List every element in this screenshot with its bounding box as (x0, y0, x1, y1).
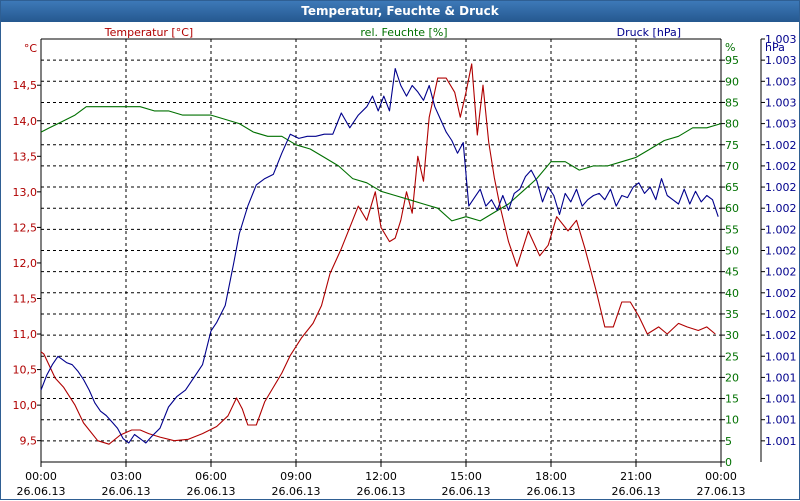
pressure-tick-label: 1.002 (765, 160, 797, 173)
x-tick-time: 06:00 (195, 470, 227, 483)
pressure-axis-unit: hPa (765, 41, 785, 54)
humidity-tick-label: 40 (725, 287, 739, 300)
pressure-tick-label: 1.002 (765, 287, 797, 300)
temperature-tick-label: 13,5 (13, 150, 38, 163)
pressure-tick-label: 1.001 (765, 371, 797, 384)
temperature-tick-label: 11,0 (13, 328, 38, 341)
temperature-tick-label: 11,5 (13, 292, 38, 305)
pressure-tick-label: 1.001 (765, 393, 797, 406)
humidity-tick-label: 15 (725, 393, 739, 406)
humidity-tick-label: 85 (725, 96, 739, 109)
x-tick-date: 26.06.13 (527, 485, 576, 498)
humidity-tick-label: 95 (725, 54, 739, 67)
temperature-tick-label: 10,5 (13, 364, 38, 377)
pressure-tick-label: 1.003 (765, 118, 797, 131)
humidity-tick-label: 0 (725, 456, 732, 469)
x-tick-date: 27.06.13 (697, 485, 746, 498)
humidity-series-line (40, 106, 722, 222)
pressure-tick-label: 1.002 (765, 202, 797, 215)
humidity-tick-label: 45 (725, 266, 739, 279)
pressure-tick-label: 1.002 (765, 308, 797, 321)
pressure-tick-label: 1.002 (765, 181, 797, 194)
x-tick-date: 26.06.13 (357, 485, 406, 498)
x-tick-time: 18:00 (535, 470, 567, 483)
x-tick-time: 15:00 (450, 470, 482, 483)
humidity-tick-label: 5 (725, 435, 732, 448)
x-tick-time: 00:00 (25, 470, 57, 483)
x-tick-time: 12:00 (365, 470, 397, 483)
humidity-tick-label: 25 (725, 350, 739, 363)
pressure-tick-label: 1.002 (765, 223, 797, 236)
x-tick-date: 26.06.13 (612, 485, 661, 498)
humidity-tick-label: 20 (725, 371, 739, 384)
temperature-tick-label: 9,5 (20, 435, 38, 448)
humidity-tick-label: 65 (725, 181, 739, 194)
x-tick-date: 26.06.13 (272, 485, 321, 498)
pressure-tick-label: 1.002 (765, 329, 797, 342)
temperature-tick-label: 14,5 (13, 79, 38, 92)
humidity-tick-label: 90 (725, 75, 739, 88)
humidity-tick-label: 30 (725, 329, 739, 342)
temperature-axis-label: Temperatur [°C] (104, 26, 193, 39)
temperature-series-line (40, 63, 716, 445)
humidity-tick-label: 10 (725, 414, 739, 427)
pressure-tick-label: 1.002 (765, 266, 797, 279)
pressure-tick-label: 1.001 (765, 350, 797, 363)
temperature-tick-label: 14,0 (13, 115, 38, 128)
pressure-tick-label: 1.002 (765, 139, 797, 152)
humidity-tick-label: 55 (725, 223, 739, 236)
pressure-tick-label: 1.003 (765, 75, 797, 88)
x-tick-date: 26.06.13 (187, 485, 236, 498)
humidity-tick-label: 50 (725, 245, 739, 258)
temperature-tick-label: 12,0 (13, 257, 38, 270)
temperature-axis-unit: °C (24, 42, 38, 55)
x-tick-time: 09:00 (280, 470, 312, 483)
humidity-tick-label: 35 (725, 308, 739, 321)
x-tick-time: 03:00 (110, 470, 142, 483)
temperature-tick-label: 13,0 (13, 186, 38, 199)
humidity-tick-label: 70 (725, 160, 739, 173)
humidity-tick-label: 80 (725, 118, 739, 131)
pressure-axis-label: Druck [hPa] (617, 26, 681, 39)
x-tick-time: 00:00 (705, 470, 737, 483)
pressure-tick-label: 1.001 (765, 414, 797, 427)
x-tick-time: 21:00 (620, 470, 652, 483)
pressure-tick-label: 1.003 (765, 96, 797, 109)
pressure-tick-label: 1.002 (765, 245, 797, 258)
humidity-tick-label: 75 (725, 139, 739, 152)
temperature-tick-label: 10,0 (13, 399, 38, 412)
temperature-tick-label: 12,5 (13, 221, 38, 234)
pressure-tick-label: 1.001 (765, 435, 797, 448)
pressure-tick-label: 1.003 (765, 33, 797, 46)
x-tick-date: 26.06.13 (17, 485, 66, 498)
humidity-axis-label: rel. Feuchte [%] (360, 26, 447, 39)
pressure-series-line (40, 68, 719, 444)
x-tick-date: 26.06.13 (442, 485, 491, 498)
humidity-axis-unit: % (725, 41, 735, 54)
chart-title: Temperatur, Feuchte & Druck (1, 1, 799, 22)
pressure-tick-label: 1.003 (765, 54, 797, 67)
humidity-tick-label: 60 (725, 202, 739, 215)
x-tick-date: 26.06.13 (102, 485, 151, 498)
